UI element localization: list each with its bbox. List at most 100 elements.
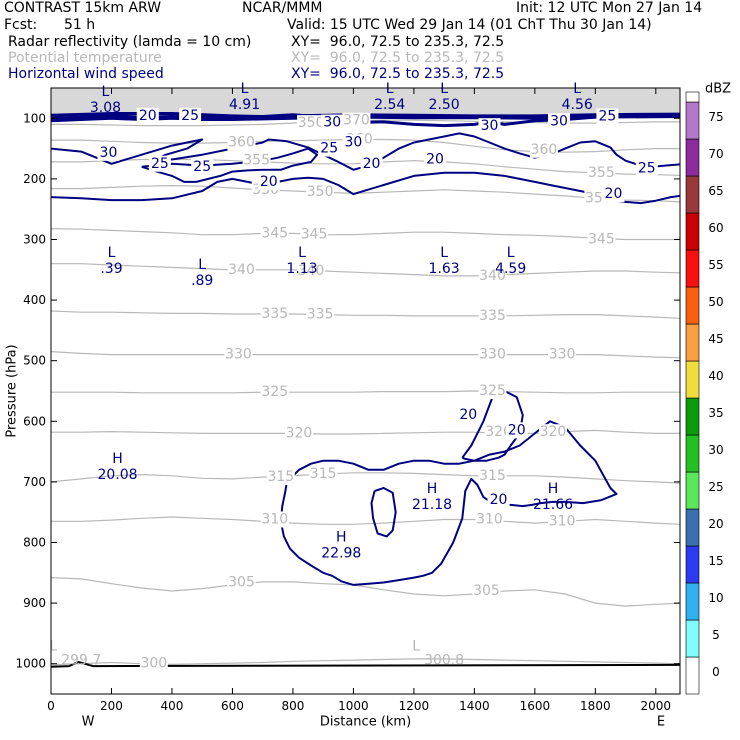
x-tick-label: 1200 bbox=[399, 699, 430, 713]
colorbar-level-label: 75 bbox=[708, 110, 723, 124]
wind-extreme-type: L bbox=[440, 81, 448, 97]
theta-label-bg bbox=[300, 226, 329, 243]
wind-extreme-type: H bbox=[336, 530, 347, 546]
colorbar-level-label: 40 bbox=[708, 369, 723, 383]
colorbar-level-label: 30 bbox=[708, 443, 723, 457]
theta-label-bg bbox=[139, 655, 168, 672]
theta-label: 305 bbox=[473, 583, 500, 599]
wind-extreme-value: 21.18 bbox=[412, 497, 452, 513]
x-tick-label: 400 bbox=[161, 699, 184, 713]
colorbar-level-label: 55 bbox=[708, 258, 723, 272]
theta-label-bg bbox=[260, 306, 289, 323]
theta-label: 330 bbox=[479, 347, 506, 363]
theta-label: 315 bbox=[479, 468, 506, 484]
theta-extreme-value: 299.7 bbox=[61, 653, 101, 669]
wind-extreme-value: .89 bbox=[191, 273, 213, 289]
theta-label: 330 bbox=[225, 347, 252, 363]
y-tick-label: 200 bbox=[23, 172, 46, 186]
x-axis-title: Distance (km) bbox=[320, 715, 411, 730]
y-axis-title: Pressure (hPa) bbox=[5, 344, 20, 437]
theta-label: 355 bbox=[588, 165, 615, 181]
colorbar-level-label: 0 bbox=[712, 665, 720, 679]
theta-label-bg bbox=[227, 134, 256, 151]
colorbar-cell bbox=[685, 175, 700, 214]
theta-label: 320 bbox=[286, 425, 313, 441]
field-2-name: Potential temperature bbox=[8, 50, 162, 66]
contour-labels: 300 305 305 310 310 310 315 315 315 320 320 320 325 3… bbox=[49, 81, 658, 672]
colorbar-level-label: 70 bbox=[708, 147, 723, 161]
theta-line-315 bbox=[51, 472, 680, 484]
colorbar-unit: dBZ bbox=[705, 82, 731, 97]
theta-label: 345 bbox=[301, 227, 328, 243]
wind-label-bg bbox=[148, 155, 171, 172]
theta-label: 300 bbox=[140, 656, 167, 672]
theta-label: 325 bbox=[479, 383, 506, 399]
theta-label: 335 bbox=[479, 308, 506, 324]
theta-label: 345 bbox=[261, 225, 288, 241]
colorbar-cell bbox=[685, 101, 700, 140]
colorbar-level-label: 60 bbox=[708, 221, 723, 235]
wind-extreme-value: 21.66 bbox=[533, 497, 573, 513]
colorbar-cell bbox=[685, 249, 700, 288]
theta-label: 330 bbox=[549, 347, 576, 363]
wind-label: 20 bbox=[139, 108, 157, 124]
plot-frame bbox=[50, 87, 681, 695]
theta-label-bg bbox=[227, 574, 256, 591]
colorbar-level-label: 35 bbox=[708, 406, 723, 420]
x-tick-label: 600 bbox=[221, 699, 244, 713]
wind-label-bg bbox=[179, 107, 202, 124]
wind-label: 30 bbox=[481, 118, 499, 134]
wind-label-bg bbox=[596, 108, 619, 125]
theta-label-bg bbox=[309, 466, 338, 483]
ground-surface-line bbox=[51, 660, 680, 668]
wind-extreme-value: 4.59 bbox=[495, 261, 526, 277]
wind-label: 20 bbox=[260, 174, 278, 190]
theta-label-bg bbox=[297, 115, 326, 132]
wind-label: 20 bbox=[426, 152, 444, 168]
wind-label-bg bbox=[487, 492, 510, 509]
forecast-label: Fcst: bbox=[4, 17, 38, 33]
colorbar-level-label: 50 bbox=[708, 295, 723, 309]
y-tick-label: 300 bbox=[23, 233, 46, 247]
field-2-xy: XY= 96.0, 72.5 to 235.3, 72.5 bbox=[291, 50, 505, 66]
theta-label-bg bbox=[284, 425, 313, 442]
theta-label-bg bbox=[475, 511, 504, 528]
theta-label-bg bbox=[587, 231, 616, 248]
y-tick-label: 700 bbox=[23, 475, 46, 489]
colorbar: dBZ 0 5 10 15 20 25 30 35 40 45 50 55 60 65 70 75 bbox=[685, 82, 731, 695]
wind-extreme-type: L bbox=[108, 245, 116, 261]
wind-extreme-value: 2.50 bbox=[429, 97, 460, 113]
colorbar-level-label: 10 bbox=[708, 591, 723, 605]
wind-line-20 bbox=[51, 115, 680, 123]
theta-line-350 bbox=[51, 184, 680, 203]
wind-extreme-value: 1.63 bbox=[429, 261, 460, 277]
theta-label-bg bbox=[266, 469, 295, 486]
wind-extreme-type: L bbox=[198, 257, 206, 273]
theta-label: 335 bbox=[307, 307, 334, 323]
wind-label: 20 bbox=[508, 422, 526, 438]
wind-extreme-type: H bbox=[548, 481, 559, 497]
wind-label: 30 bbox=[323, 115, 341, 131]
wind-label: 25 bbox=[320, 141, 338, 157]
y-tick-label: 400 bbox=[23, 293, 46, 307]
theta-line-335 bbox=[51, 310, 680, 319]
field-1-name: Radar reflectivity (lamda = 10 cm) bbox=[8, 34, 252, 50]
theta-label: 340 bbox=[479, 268, 506, 284]
wind-extreme-type: H bbox=[112, 451, 123, 467]
wind-label-bg bbox=[321, 114, 344, 131]
wind-label-bg bbox=[635, 160, 658, 177]
theta-line-345 bbox=[51, 228, 680, 241]
x-tick-label: 1800 bbox=[580, 699, 611, 713]
wind-label-bg bbox=[97, 144, 120, 161]
theta-label: 355 bbox=[243, 153, 270, 169]
theta-label-bg bbox=[478, 383, 507, 399]
forecast-value: 51 h bbox=[64, 17, 96, 33]
field-3-name: Horizontal wind speed bbox=[8, 66, 164, 82]
wind-extreme-value: 2.54 bbox=[374, 97, 405, 113]
theta-line-310 bbox=[51, 516, 680, 525]
wind-label-bg bbox=[424, 151, 447, 168]
y-tick-label: 1000 bbox=[15, 657, 46, 671]
wind-extreme-value: 20.08 bbox=[97, 467, 137, 483]
wind-label: 25 bbox=[193, 159, 211, 175]
